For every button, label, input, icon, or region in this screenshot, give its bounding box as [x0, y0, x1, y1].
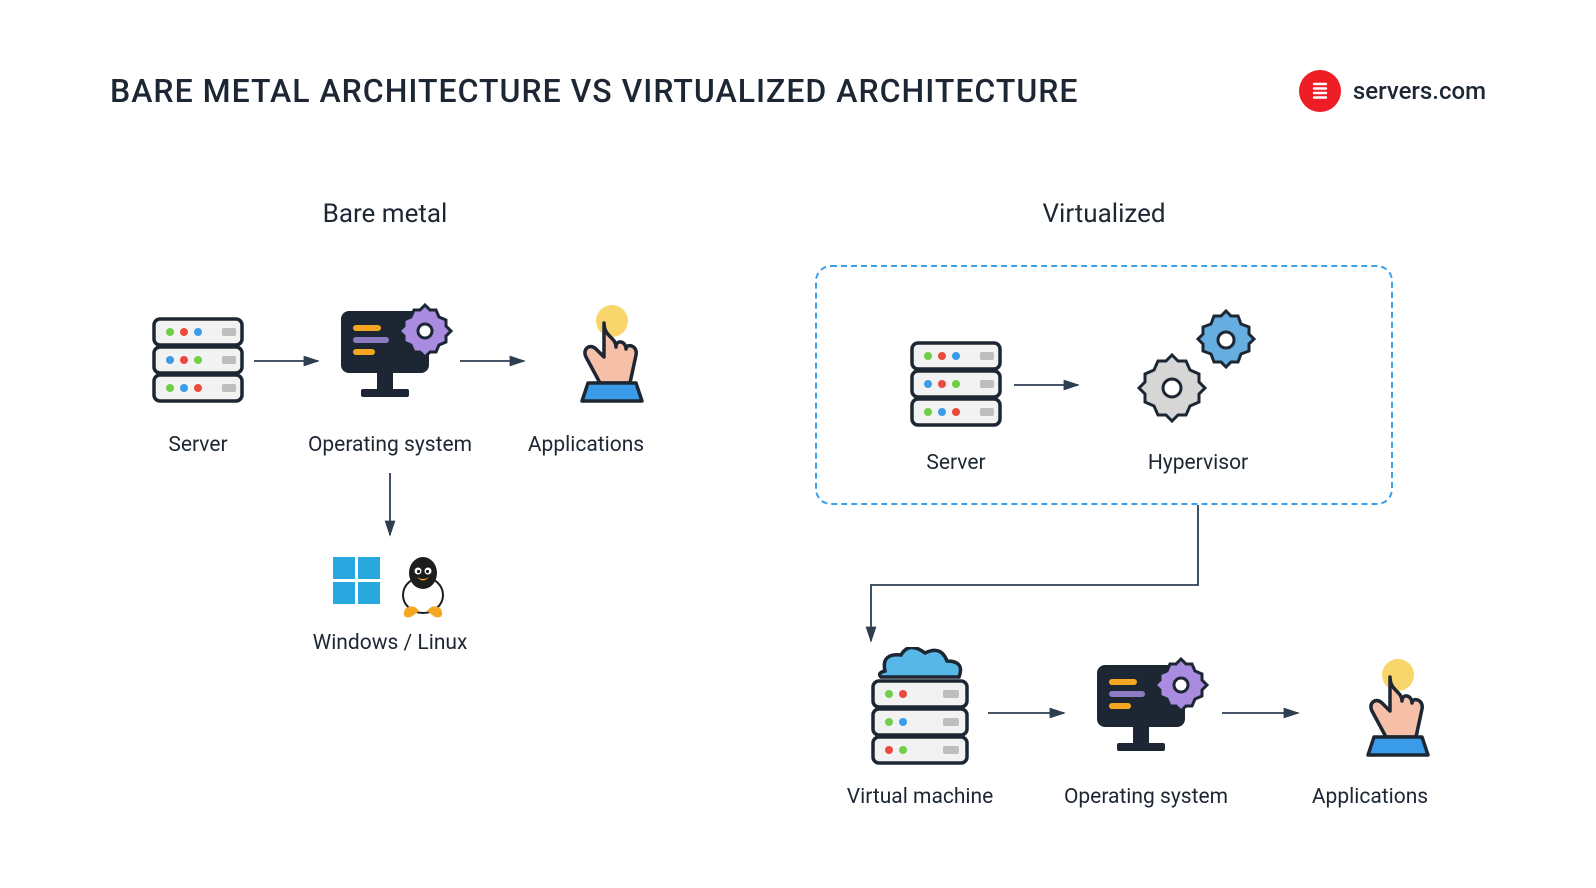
- brand-name: servers.com: [1353, 77, 1486, 105]
- hand-touch-icon: [526, 303, 646, 413]
- operating-system-label: Operating system: [1064, 785, 1228, 809]
- applications-label: Applications: [1312, 785, 1428, 809]
- page-title: BARE METAL ARCHITECTURE VS VIRTUALIZED A…: [110, 72, 1079, 110]
- brand: servers.com: [1299, 70, 1486, 112]
- diagram-stage: Bare metal Virtualized: [0, 175, 1596, 875]
- server-icon: [144, 311, 252, 411]
- monitor-gear-icon: [325, 297, 455, 417]
- server-cloud-icon: [855, 647, 985, 772]
- hand-touch-icon: [1312, 657, 1432, 767]
- applications-label: Applications: [528, 433, 644, 457]
- virtual-machine-label: Virtual machine: [847, 785, 994, 809]
- operating-system-label: Operating system: [308, 433, 472, 457]
- server-label: Server: [926, 451, 985, 475]
- server-icon: [902, 335, 1010, 435]
- brand-logo-icon: [1299, 70, 1341, 112]
- arrow-v-hyper-vm: [871, 505, 1198, 641]
- hypervisor-label: Hypervisor: [1148, 451, 1248, 475]
- monitor-gear-icon: [1081, 651, 1211, 771]
- os-logos-label: Windows / Linux: [313, 631, 468, 655]
- server-label: Server: [168, 433, 227, 457]
- gears-icon: [1128, 305, 1268, 435]
- os-logos-icon: [325, 547, 455, 625]
- arrows-layer: [0, 175, 1596, 875]
